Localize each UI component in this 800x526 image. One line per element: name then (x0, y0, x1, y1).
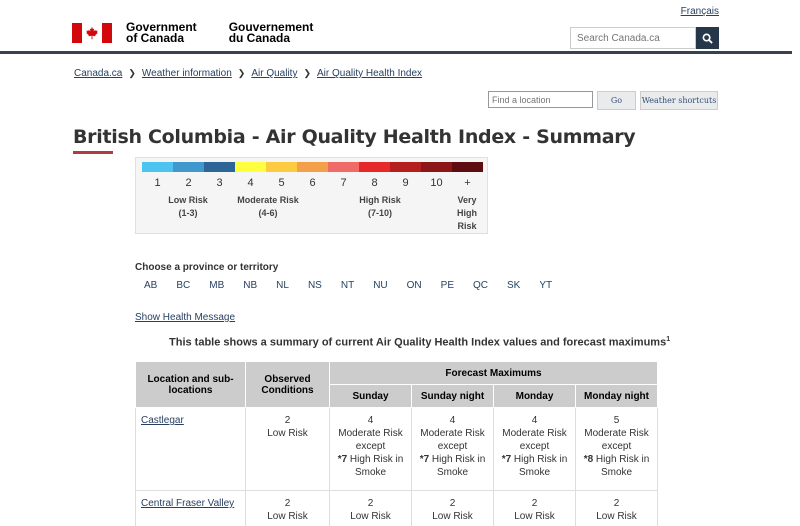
breadcrumb: Canada.ca ❯ Weather information ❯ Air Qu… (74, 68, 428, 79)
aqhi-scale-number: 4 (247, 177, 254, 189)
aqhi-color-swatch (142, 162, 173, 172)
search-icon (702, 33, 713, 44)
province-link-on[interactable]: ON (406, 280, 422, 291)
table-caption: This table shows a summary of current Ai… (169, 336, 671, 349)
province-link-ns[interactable]: NS (307, 280, 322, 291)
weather-shortcuts-button[interactable]: Weather shortcuts (640, 91, 718, 110)
title-underline (73, 151, 113, 154)
breadcrumb-aqhi[interactable]: Air Quality Health Index (317, 68, 423, 79)
chevron-right-icon: ❯ (128, 68, 136, 78)
very-high-risk-label: Very High Risk (457, 195, 477, 231)
province-link-ab[interactable]: AB (144, 280, 158, 291)
province-link-nu[interactable]: NU (373, 280, 388, 291)
page-title: British Columbia - Air Quality Health In… (73, 126, 636, 148)
aqhi-scale-number: 1 (154, 177, 161, 189)
aqhi-scale-number: + (464, 177, 471, 189)
aqhi-color-swatch (390, 162, 421, 172)
forecast-cell: 2 Low Risk (575, 490, 658, 526)
location-cell: Central Fraser Valley (135, 490, 246, 526)
aqhi-color-swatch (204, 162, 235, 172)
province-link-yt[interactable]: YT (539, 280, 553, 291)
site-header: Français Government of Canada Gouverneme… (0, 0, 792, 54)
observed-cell: 2 Low Risk (245, 490, 330, 526)
location-cell: Castlegar (135, 407, 246, 491)
go-button[interactable]: Go (597, 91, 636, 110)
forecast-cell: 4 Moderate Risk except *7 High Risk in Smoke (411, 407, 494, 491)
province-list: AB BC MB NB NL NS NT NU ON PE QC SK YT (144, 280, 571, 291)
moderate-risk-label: Moderate Risk (4-6) (237, 195, 299, 218)
forecast-day-header: Monday (493, 384, 576, 408)
location-header: Location and sub-locations (135, 361, 246, 408)
forecast-cell: 5 Moderate Risk except *8 High Risk in Smoke (575, 407, 658, 491)
province-link-nb[interactable]: NB (243, 280, 258, 291)
low-risk-label: Low Risk (1-3) (168, 195, 208, 218)
search-input[interactable] (570, 27, 696, 49)
province-link-sk[interactable]: SK (507, 280, 521, 291)
chevron-right-icon: ❯ (237, 68, 246, 78)
aqhi-scale-number: 2 (185, 177, 192, 189)
aqhi-color-swatch (328, 162, 359, 172)
government-signature[interactable]: Government of Canada Gouvernement du Can… (72, 20, 345, 45)
province-link-nl[interactable]: NL (276, 280, 289, 291)
gov-fr-line-2: du Canada (228, 31, 291, 45)
location-search-input[interactable] (488, 91, 593, 108)
aqhi-scale-number: 8 (371, 177, 378, 189)
aqhi-summary-table: Location and sub-locations Observed Condi… (135, 361, 658, 526)
site-search (570, 27, 719, 49)
breadcrumb-weather[interactable]: Weather information (141, 68, 232, 79)
aqhi-color-bar (142, 162, 483, 172)
aqhi-color-swatch (452, 162, 483, 172)
location-link[interactable]: Central Fraser Valley (141, 498, 235, 509)
gov-en-line-2: of Canada (126, 31, 185, 45)
province-heading: Choose a province or territory (135, 262, 279, 273)
location-link[interactable]: Castlegar (141, 415, 184, 426)
forecast-cell: 2 Low Risk (329, 490, 412, 526)
chevron-right-icon: ❯ (303, 68, 311, 78)
show-health-message-link[interactable]: Show Health Message (135, 312, 236, 323)
aqhi-color-swatch (235, 162, 266, 172)
province-link-mb[interactable]: MB (209, 280, 225, 291)
forecast-day-header: Sunday (329, 384, 412, 408)
aqhi-scale-number: 5 (278, 177, 285, 189)
forecast-day-header: Monday night (575, 384, 658, 408)
language-toggle-link[interactable]: Français (680, 6, 719, 17)
table-row: Castlegar 2 Low Risk 4 Moderate Risk except *7… (135, 407, 658, 491)
aqhi-scale-number: 10 (430, 177, 443, 189)
aqhi-color-swatch (266, 162, 297, 172)
breadcrumb-canada[interactable]: Canada.ca (74, 68, 123, 79)
forecast-day-header: Sunday night (411, 384, 494, 408)
gov-fr-line-1: Gouvernement (228, 20, 314, 34)
aqhi-scale-number: 6 (309, 177, 316, 189)
search-button[interactable] (696, 27, 719, 49)
forecast-cell: 4 Moderate Risk except *7 High Risk in Smoke (329, 407, 412, 491)
province-link-qc[interactable]: QC (473, 280, 488, 291)
high-risk-label: High Risk (7-10) (359, 195, 401, 218)
forecast-cell: 4 Moderate Risk except *7 High Risk in Smoke (493, 407, 576, 491)
aqhi-scale-number: 3 (216, 177, 223, 189)
aqhi-scale-number: 9 (402, 177, 409, 189)
table-row: Central Fraser Valley 2 Low Risk 2 Low Risk 2… (135, 490, 658, 526)
forecast-header: Forecast Maximums (329, 361, 658, 385)
location-tools: Go Weather shortcuts (488, 91, 718, 110)
canada-flag-icon (72, 23, 112, 43)
aqhi-color-swatch (359, 162, 390, 172)
aqhi-scale-legend: 1 2 3 4 5 6 7 8 9 10 + Low Risk (1-3) Moderate Risk… (135, 157, 488, 234)
government-wordmark: Government of Canada Gouvernement du Can… (126, 20, 345, 45)
footnote-ref-link[interactable]: 1 (666, 336, 671, 343)
forecast-cell: 2 Low Risk (411, 490, 494, 526)
gov-en-line-1: Government (126, 20, 197, 34)
breadcrumb-air-quality[interactable]: Air Quality (251, 68, 298, 79)
aqhi-color-swatch (421, 162, 452, 172)
aqhi-color-swatch (173, 162, 204, 172)
aqhi-color-swatch (297, 162, 328, 172)
observed-header: Observed Conditions (245, 361, 330, 408)
province-link-bc[interactable]: BC (176, 280, 191, 291)
province-link-nt[interactable]: NT (340, 280, 355, 291)
forecast-cell: 2 Low Risk (493, 490, 576, 526)
observed-cell: 2 Low Risk (245, 407, 330, 491)
aqhi-scale-number: 7 (340, 177, 347, 189)
province-link-pe[interactable]: PE (440, 280, 454, 291)
